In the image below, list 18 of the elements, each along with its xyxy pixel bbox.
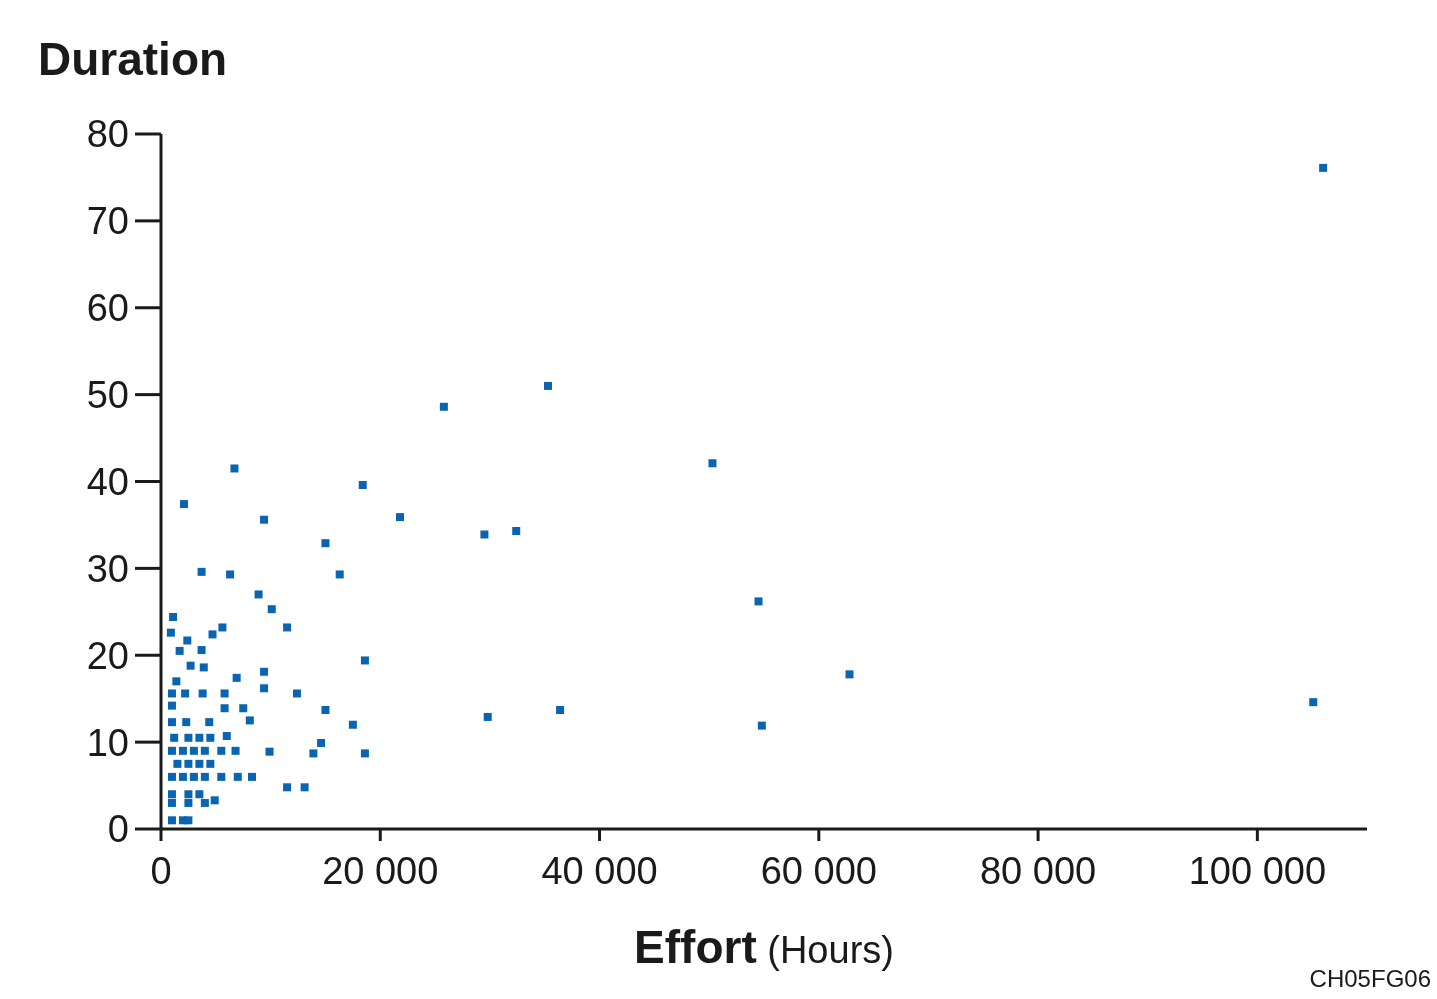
x-axis-title: Effort (Hours) — [634, 921, 894, 973]
y-tick-label: 50 — [86, 374, 129, 417]
y-tick-label: 40 — [86, 460, 129, 503]
y-axis-title: Duration — [38, 32, 228, 86]
x-tick-label: 0 — [150, 849, 172, 892]
text: CH05FG06 — [1309, 965, 1431, 993]
y-tick-label: 10 — [86, 721, 129, 764]
y-tick-label: 70 — [86, 200, 129, 243]
x-tick-label: 20 000 — [322, 849, 439, 892]
y-tick-label: 0 — [107, 808, 129, 851]
y-tick-label: 20 — [86, 634, 129, 677]
x-tick-label: 60 000 — [760, 849, 877, 892]
x-tick-label: 100 000 — [1188, 849, 1327, 892]
y-tick-label: 30 — [86, 547, 129, 590]
y-tick-label: 60 — [86, 287, 129, 330]
y-tick-label: 80 — [86, 113, 129, 156]
x-tick-label: 80 000 — [979, 849, 1097, 892]
x-tick-label: 40 000 — [541, 849, 658, 892]
